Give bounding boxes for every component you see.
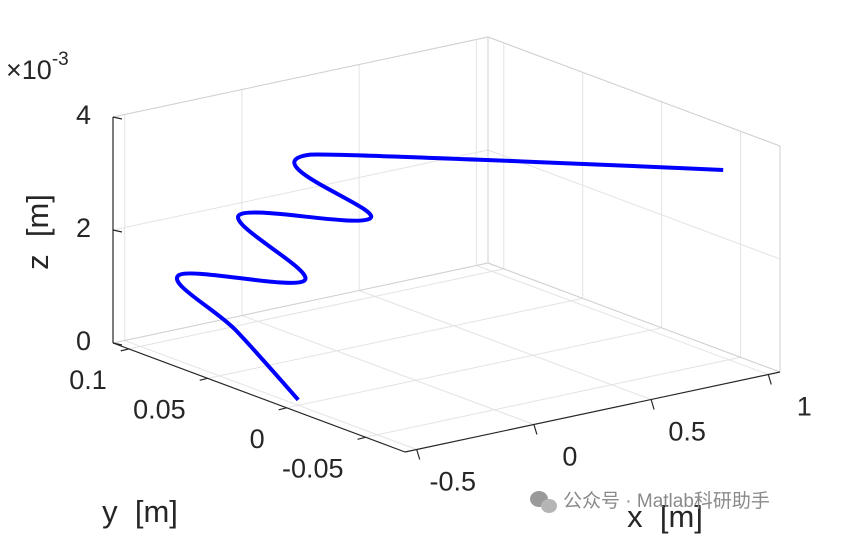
grid-line — [365, 356, 741, 438]
axes: -0.5 0 0.5 1 -0.05 0 0.05 0.1 0 2 4 — [69, 36, 812, 497]
grid-line — [487, 149, 781, 260]
plot — [174, 152, 724, 402]
x-tick-label: -0.5 — [429, 467, 476, 497]
x-tick — [650, 399, 655, 410]
watermark-icon — [530, 491, 557, 513]
y-tick — [357, 436, 366, 440]
grid-line — [207, 297, 583, 379]
y-axis — [112, 342, 406, 453]
box-edge — [112, 262, 489, 344]
box-edge — [487, 262, 781, 373]
z-tick — [112, 342, 123, 346]
x-tick — [416, 449, 421, 460]
grid-line — [128, 268, 504, 350]
z-multiplier-exponent: -3 — [52, 49, 69, 70]
z-tick-label: 4 — [76, 100, 91, 130]
y-tick-label: -0.05 — [282, 453, 344, 483]
y-tick-label: 0.05 — [133, 394, 186, 424]
grid-line — [112, 149, 489, 231]
z-tick-label: 0 — [76, 326, 91, 356]
x-axis-label: x [m] — [627, 499, 703, 534]
x-tick — [533, 424, 538, 435]
z-multiplier: ×10-3 — [6, 49, 69, 85]
y-axis-label: y [m] — [102, 494, 178, 529]
x-tick-label: 1 — [797, 392, 812, 422]
grid-line — [476, 265, 769, 375]
z-tick — [112, 116, 123, 120]
box-edge — [487, 36, 781, 147]
z-multiplier-base: ×10 — [6, 55, 52, 85]
watermark: 公众号 · Matlab科研助手 — [563, 490, 770, 512]
grid-line — [241, 315, 535, 425]
z-tick-label: 2 — [76, 213, 91, 243]
z-axis-label: z [m] — [20, 194, 55, 270]
box-edge — [112, 36, 489, 118]
grid-line — [286, 327, 662, 409]
x-tick-label: 0.5 — [668, 417, 706, 447]
grid-line — [358, 290, 652, 400]
y-tick — [120, 348, 129, 352]
y-tick-label: 0.1 — [69, 365, 107, 395]
data-line — [174, 152, 724, 402]
y-tick — [278, 407, 287, 411]
y-tick — [199, 377, 208, 381]
grid — [112, 36, 781, 450]
grid-line — [124, 340, 417, 450]
x-axis — [404, 371, 781, 453]
x-tick-label: 0 — [562, 442, 577, 472]
y-tick-label: 0 — [250, 424, 265, 454]
z-tick — [112, 229, 123, 233]
x-tick — [767, 374, 772, 385]
